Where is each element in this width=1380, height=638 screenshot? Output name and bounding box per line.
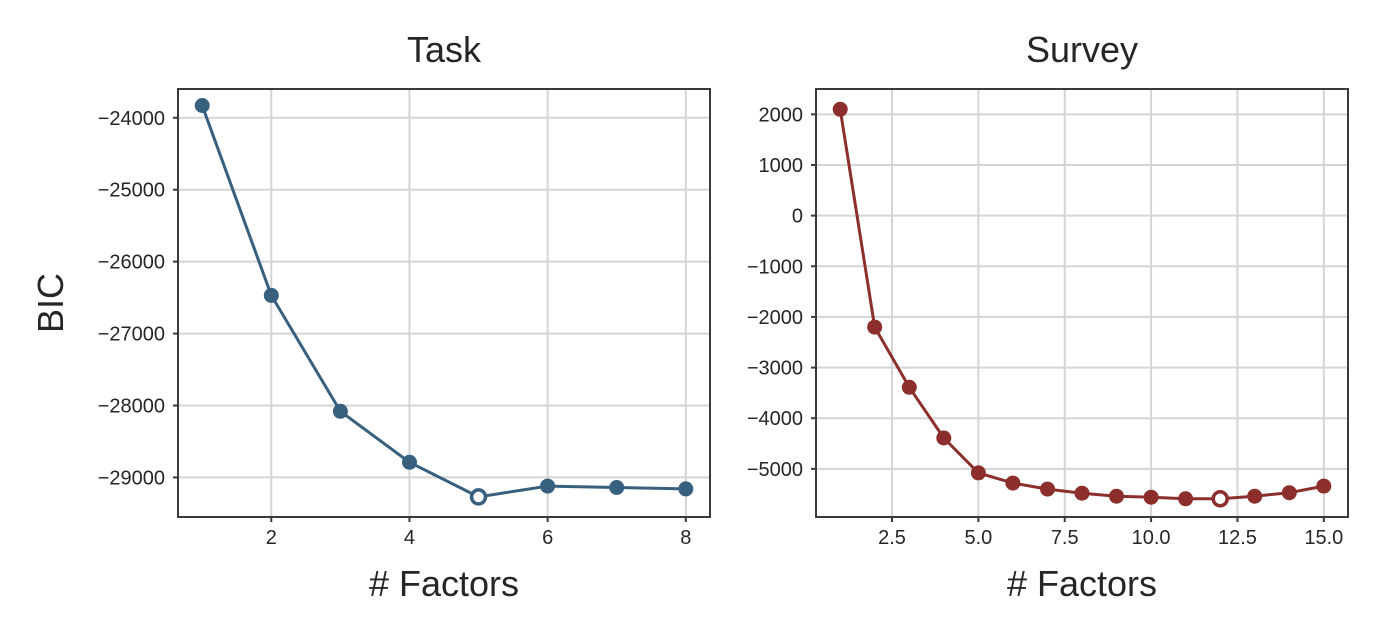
survey-y-tick-label: 0 — [792, 206, 803, 228]
survey-data-point — [1040, 481, 1055, 497]
survey-data-point — [1178, 491, 1194, 507]
survey-y-tick-label: 2000 — [759, 104, 804, 126]
survey-optimal-data-point — [1211, 490, 1229, 508]
task-x-tick-label: 2 — [266, 527, 277, 549]
survey-y-tick-label: 1000 — [759, 155, 804, 177]
survey-data-point — [1281, 485, 1297, 501]
task-x-tick-label: 8 — [680, 527, 691, 549]
task-y-tick-label: −29000 — [98, 467, 165, 489]
task-data-point — [609, 480, 625, 495]
survey-y-tick-label: −2000 — [747, 307, 803, 329]
task-y-tick-label: −27000 — [98, 324, 165, 346]
survey-data-point — [1247, 488, 1263, 504]
survey-plot-frame — [815, 88, 1349, 518]
survey-y-tick-label: −1000 — [747, 256, 803, 278]
survey-x-tick-label: 2.5 — [878, 527, 906, 549]
task-series-line — [200, 104, 686, 499]
task-x-axis-label: # Factors — [369, 563, 519, 604]
survey-data-point — [1109, 488, 1124, 504]
task-chart-panel: 2 4 6 8 −29000 −28000 −27000 −26000 −25000 −24000… — [98, 29, 711, 604]
task-data-point — [263, 287, 279, 303]
survey-y-tick-label: −5000 — [747, 459, 803, 481]
survey-x-tick-label: 7.5 — [1051, 527, 1079, 549]
task-y-tick-label: −28000 — [98, 396, 165, 418]
task-x-tick-label: 4 — [404, 527, 415, 549]
task-data-point — [540, 478, 556, 494]
shared-y-axis-label: BIC — [30, 273, 71, 333]
task-data-point — [678, 481, 694, 497]
survey-x-tick-label: 12.5 — [1218, 527, 1257, 549]
survey-data-point — [1143, 489, 1159, 505]
survey-data-point — [1074, 485, 1090, 501]
survey-data-point — [970, 465, 986, 481]
survey-chart-title: Survey — [1026, 29, 1138, 70]
survey-data-point — [1005, 475, 1021, 491]
survey-y-tick-label: −3000 — [747, 358, 803, 380]
survey-series-line — [838, 109, 1325, 501]
survey-x-tick-label: 5.0 — [964, 527, 992, 549]
task-data-point — [332, 403, 348, 419]
survey-data-point — [867, 319, 883, 335]
task-chart-title: Task — [407, 29, 482, 70]
survey-data-point — [832, 101, 848, 117]
task-x-tick-label: 6 — [542, 527, 553, 549]
survey-data-point — [936, 430, 952, 446]
task-y-tick-label: −24000 — [98, 108, 165, 130]
task-plot-frame — [177, 88, 711, 518]
task-y-tick-label: −26000 — [98, 252, 165, 274]
survey-data-point — [1316, 478, 1332, 494]
survey-x-axis-label: # Factors — [1007, 563, 1157, 604]
survey-x-tick-label: 15.0 — [1304, 527, 1343, 549]
survey-y-tick-label: −4000 — [747, 408, 803, 430]
survey-x-tick-label: 10.0 — [1132, 527, 1171, 549]
survey-chart-panel: 2.5 5.0 7.5 10.0 12.5 15.0 −5000 −4000 −3000 −200… — [747, 29, 1349, 604]
survey-data-point — [901, 379, 917, 395]
task-data-point — [194, 98, 210, 113]
task-y-tick-label: −25000 — [98, 180, 165, 202]
task-data-point — [402, 454, 417, 470]
task-optimal-data-point — [469, 488, 488, 506]
